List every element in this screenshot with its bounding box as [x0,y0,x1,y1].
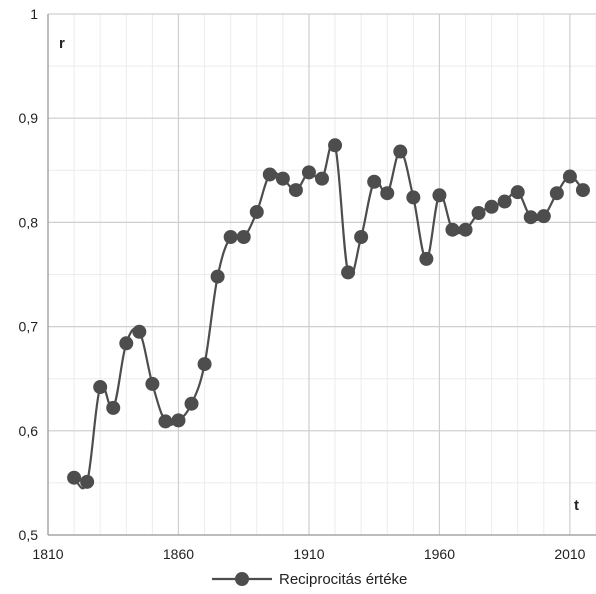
data-point [315,171,329,186]
data-point [484,199,499,214]
data-point [223,229,238,244]
series-line [73,140,584,490]
data-point [301,165,316,180]
data-point [445,222,460,237]
data-point [249,204,264,219]
x-tick-label: 1960 [424,546,455,562]
y-tick-label: 1 [30,6,38,22]
y-axis-variable-label: r [59,35,65,52]
y-tick-label: 0,6 [19,423,39,439]
data-point [458,222,473,237]
data-point [497,194,512,209]
y-tick-label: 0,8 [19,214,39,230]
x-tick-label: 1910 [293,546,324,562]
y-tick-label: 0,9 [19,110,39,126]
x-tick-label: 1810 [32,546,63,562]
series-group [67,138,590,490]
x-tick-label: 2010 [554,546,585,562]
grid [47,13,596,536]
data-point [328,138,343,153]
y-tick-label: 0,5 [19,527,39,543]
y-tick-label: 0,7 [19,319,39,335]
data-point [354,229,369,244]
data-point [536,209,551,224]
data-point [380,186,395,201]
legend-point-marker [235,572,249,586]
data-point [210,269,225,284]
data-point [132,324,147,339]
data-point [367,174,382,189]
data-point [93,380,108,395]
data-point [510,185,525,200]
data-point [523,210,538,225]
data-point [575,183,590,198]
data-point [471,206,486,221]
data-point [67,470,82,485]
axes [47,14,596,536]
data-point [197,357,212,372]
data-point [262,167,277,182]
legend: Reciprocitás értéke [212,571,407,588]
data-point [171,413,186,428]
data-point [106,400,121,415]
data-point [119,336,134,351]
data-point [184,396,199,411]
data-point [341,265,356,280]
data-point [406,190,421,205]
data-point [549,186,564,201]
data-point [158,414,173,429]
x-axis-variable-label: t [574,497,579,514]
data-point [562,169,577,184]
x-tick-label: 1860 [163,546,194,562]
data-point [275,171,290,186]
data-point [145,376,160,391]
data-point [288,183,303,198]
data-point [236,229,251,244]
tick-labels: 0,5 0,6 0,7 0,8 0,9 1 1810 1860 1910 1960 2010 [19,6,586,562]
data-point [80,474,95,489]
data-point [393,144,408,159]
legend-series-label: Reciprocitás értéke [279,571,407,588]
data-point [419,251,434,266]
data-point [432,188,447,203]
